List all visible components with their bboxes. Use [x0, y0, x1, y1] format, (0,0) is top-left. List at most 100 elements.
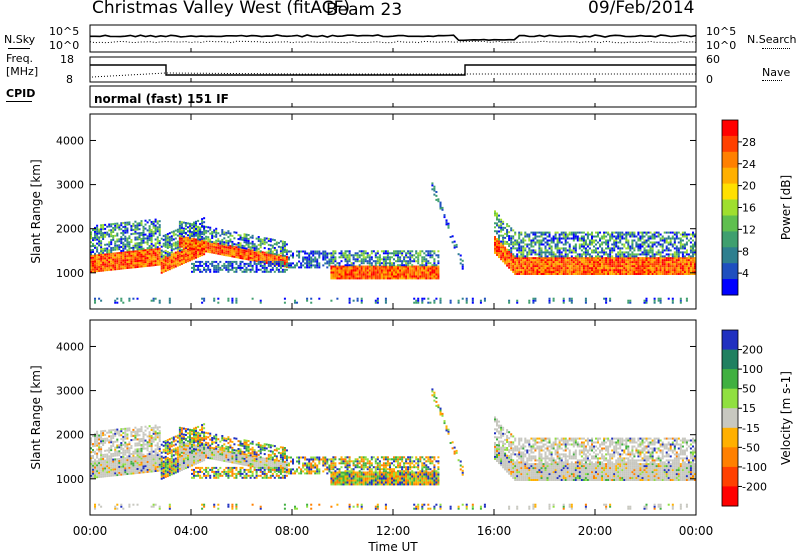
power-cell [197, 244, 200, 247]
power-cell [243, 268, 246, 271]
velocity-cell [98, 466, 101, 469]
power-cell [607, 241, 610, 244]
power-cell [498, 230, 501, 233]
power-cell [439, 299, 442, 302]
power-cell [506, 256, 509, 259]
power-cell [645, 231, 648, 234]
power-cell [564, 241, 567, 244]
power-cell [437, 267, 440, 270]
power-cell [661, 257, 664, 260]
power-cell [374, 271, 377, 274]
power-cell [593, 235, 596, 238]
power-cell [191, 223, 194, 226]
power-cell [601, 273, 604, 275]
power-cell [459, 262, 462, 265]
power-cell [576, 271, 579, 273]
power-cell [180, 221, 183, 224]
power-cell [427, 262, 430, 265]
power-cell [136, 232, 139, 235]
power-cell [310, 250, 313, 253]
power-cell [148, 247, 151, 249]
power-cell [692, 261, 695, 264]
power-cell [391, 252, 394, 255]
power-cell [358, 256, 361, 259]
power-cell [211, 245, 214, 248]
power-cell [544, 273, 547, 275]
power-cell [166, 237, 169, 240]
velocity-cell [98, 464, 101, 467]
power-cell [643, 235, 646, 238]
power-cell [96, 230, 99, 233]
power-cell [245, 247, 248, 250]
power-cell [554, 261, 557, 264]
power-cell [498, 248, 501, 251]
velocity-cell [98, 450, 101, 453]
power-cell [502, 240, 505, 243]
power-cell [570, 249, 573, 252]
power-cell [550, 271, 553, 273]
power-cell [586, 263, 589, 266]
power-cell [461, 259, 464, 262]
power-cell [433, 252, 436, 255]
velocity-cell [102, 440, 105, 442]
power-cell [607, 245, 610, 248]
power-cell [128, 299, 131, 302]
power-cell [372, 265, 375, 268]
power-cell [100, 240, 103, 243]
power-cell [384, 277, 387, 280]
power-cell [619, 235, 622, 238]
power-cell [203, 227, 206, 230]
power-cell [421, 299, 424, 302]
power-cell [584, 243, 587, 246]
power-cell [215, 233, 218, 236]
power-cell [195, 256, 198, 259]
power-cell [655, 259, 658, 262]
power-cell [685, 233, 688, 236]
power-cell [98, 228, 101, 231]
power-cell [560, 253, 563, 256]
power-cell [100, 224, 103, 227]
power-cell [215, 268, 218, 271]
power-cell [528, 301, 531, 304]
power-cell [566, 253, 569, 256]
power-cell [116, 232, 119, 235]
power-cell [378, 258, 381, 261]
velocity-cell [90, 474, 93, 477]
power-cell [168, 254, 171, 257]
velocity-cell [134, 472, 137, 475]
power-cell [217, 301, 220, 304]
power-cell [108, 233, 111, 236]
power-cell [564, 231, 567, 234]
power-cell [118, 257, 121, 260]
power-cell [673, 267, 676, 270]
power-cell [692, 257, 695, 260]
power-cell [273, 243, 276, 246]
power-cell [568, 257, 571, 260]
power-cell [570, 301, 573, 304]
velocity-cell [124, 433, 127, 436]
power-cell [164, 245, 167, 248]
power-cell [399, 252, 402, 255]
power-cell [263, 270, 266, 273]
power-cell [98, 268, 101, 270]
power-cell [637, 273, 640, 275]
power-cell [146, 253, 149, 255]
power-cell [191, 256, 194, 259]
power-cell [582, 273, 585, 275]
power-cell [380, 267, 383, 270]
power-cell [518, 233, 521, 236]
power-cell [419, 252, 422, 255]
power-cell [439, 205, 442, 208]
power-cell [374, 267, 377, 270]
power-cell [243, 253, 246, 256]
power-cell [530, 263, 533, 266]
power-cell [229, 264, 232, 267]
power-cell [227, 270, 230, 273]
power-cell [267, 262, 270, 265]
velocity-cell [102, 473, 105, 476]
power-cell [193, 246, 196, 249]
power-cell [108, 245, 111, 248]
power-cell [679, 301, 682, 304]
power-cell [498, 244, 501, 247]
power-cell [263, 239, 266, 242]
